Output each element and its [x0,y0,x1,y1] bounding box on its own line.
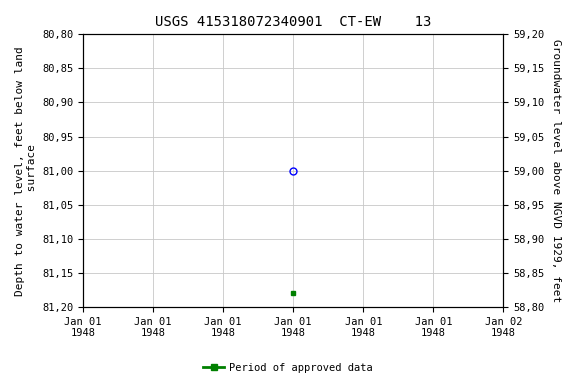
Legend: Period of approved data: Period of approved data [199,359,377,377]
Y-axis label: Groundwater level above NGVD 1929, feet: Groundwater level above NGVD 1929, feet [551,39,561,302]
Title: USGS 415318072340901  CT-EW    13: USGS 415318072340901 CT-EW 13 [155,15,431,29]
Y-axis label: Depth to water level, feet below land
 surface: Depth to water level, feet below land su… [15,46,37,296]
